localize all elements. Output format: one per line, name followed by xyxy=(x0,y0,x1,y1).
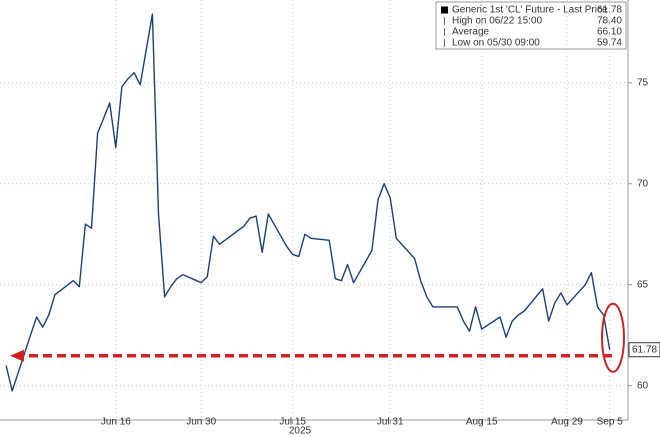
x-axis-label: 2025 xyxy=(289,426,312,437)
y-tick-label: 75 xyxy=(637,77,649,88)
y-tick-label: 60 xyxy=(637,380,649,391)
legend-box xyxy=(435,1,627,50)
legend: Generic 1st 'CL' Future - Last Price61.7… xyxy=(435,1,627,50)
legend-swatch xyxy=(441,6,448,14)
legend-label: High on 06/22 15:00 xyxy=(452,16,543,27)
x-tick-label: Aug 29 xyxy=(551,417,583,428)
y-tick-label: 70 xyxy=(637,178,649,189)
legend-value: 78.40 xyxy=(597,16,622,27)
legend-value: 61.78 xyxy=(597,5,622,16)
x-tick-label: Jun 30 xyxy=(186,417,216,428)
x-tick-label: Jun 16 xyxy=(101,417,131,428)
x-tick-label: Jul 15 xyxy=(279,417,306,428)
legend-value: 59.74 xyxy=(597,38,622,49)
last-price-tag xyxy=(628,342,660,358)
annotation-circle xyxy=(601,302,625,373)
legend-label: Generic 1st 'CL' Future - Last Price xyxy=(452,5,608,16)
x-tick-label: Sep 5 xyxy=(597,417,624,428)
price-line xyxy=(5,13,611,392)
x-tick-label: Aug 15 xyxy=(466,417,498,428)
y-tick-label: 65 xyxy=(637,279,649,290)
annotation-arrowhead xyxy=(10,349,24,362)
x-tick-label: Jul 31 xyxy=(377,417,404,428)
legend-label: Low on 05/30 09:00 xyxy=(452,38,540,49)
legend-label: Average xyxy=(452,27,490,38)
last-price-label: 61.78 xyxy=(632,344,657,355)
